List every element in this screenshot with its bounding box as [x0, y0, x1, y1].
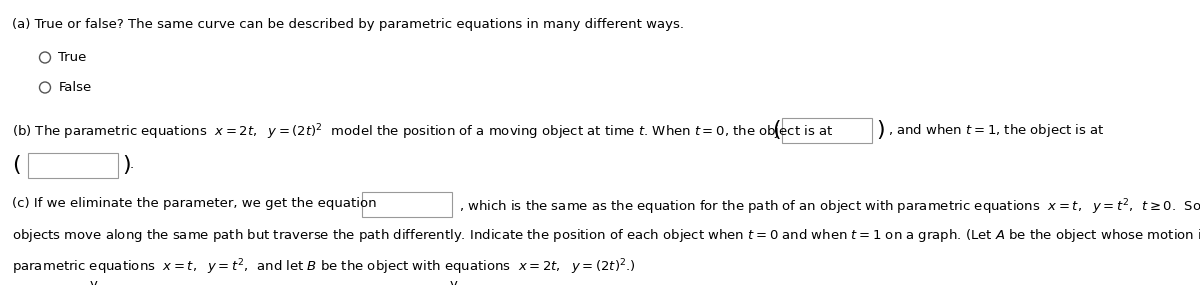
Text: parametric equations  $x = t,\ \ y = t^2$,  and let $B$ be the object with equat: parametric equations $x = t,\ \ y = t^2$…: [12, 257, 636, 277]
Text: objects move along the same path but traverse the path differently. Indicate the: objects move along the same path but tra…: [12, 227, 1200, 244]
Text: (a) True or false? The same curve can be described by parametric equations in ma: (a) True or false? The same curve can be…: [12, 18, 684, 31]
Text: True: True: [59, 51, 86, 64]
Text: v: v: [450, 278, 458, 285]
Text: (c) If we eliminate the parameter, we get the equation: (c) If we eliminate the parameter, we ge…: [12, 197, 377, 210]
Text: .: .: [130, 158, 134, 172]
Text: (: (: [12, 155, 20, 175]
FancyBboxPatch shape: [28, 152, 118, 178]
FancyBboxPatch shape: [362, 192, 452, 217]
FancyBboxPatch shape: [782, 117, 872, 142]
Text: , and when $t = 1$, the object is at: , and when $t = 1$, the object is at: [888, 122, 1105, 139]
Text: v: v: [90, 278, 98, 285]
Text: ): ): [876, 120, 884, 140]
Text: ): ): [122, 155, 131, 175]
Text: (: (: [772, 120, 781, 140]
Text: , which is the same as the equation for the path of an object with parametric eq: , which is the same as the equation for …: [460, 197, 1200, 217]
Text: (b) The parametric equations  $x = 2t,\ \ y = (2t)^2$  model the position of a m: (b) The parametric equations $x = 2t,\ \…: [12, 122, 833, 142]
Text: False: False: [59, 81, 91, 94]
